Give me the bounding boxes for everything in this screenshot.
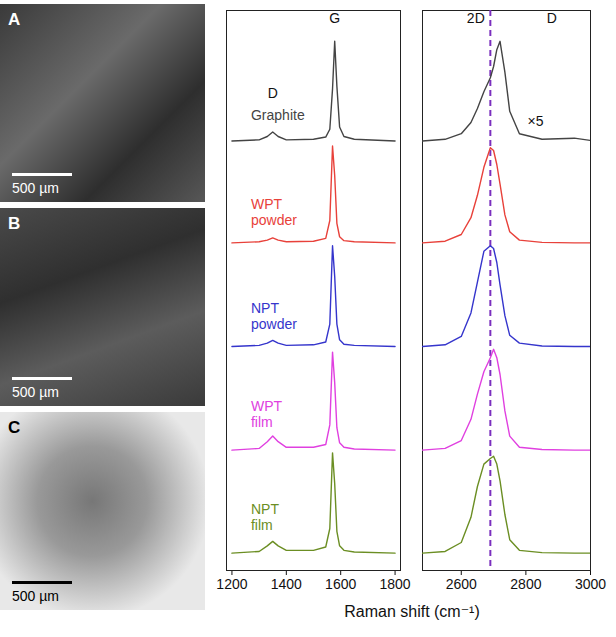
svg-text:1800: 1800 [379, 576, 410, 592]
svg-text:WPTpowder: WPTpowder [251, 196, 297, 228]
svg-text:2600: 2600 [446, 576, 477, 592]
html-text:Raman shift (cm⁻¹): Raman shift (cm⁻¹) [344, 603, 480, 620]
svg-text:2800: 2800 [510, 576, 541, 592]
html-text:A: A [8, 10, 21, 29]
html-text:500 µm: 500 µm [12, 588, 59, 604]
svg-text:1200: 1200 [216, 576, 247, 592]
svg-text:1600: 1600 [325, 576, 356, 592]
svg-text:NPTpowder: NPTpowder [251, 300, 297, 332]
svg-text:×5: ×5 [528, 113, 544, 129]
svg-text:NPTfilm: NPTfilm [251, 501, 279, 533]
svg-text:D: D [268, 85, 278, 101]
svg-text:Graphite: Graphite [251, 107, 305, 123]
svg-text:1400: 1400 [271, 576, 302, 592]
html-text:C: C [8, 418, 21, 437]
html-text:B: B [8, 214, 21, 233]
html-text:500 µm: 500 µm [12, 180, 59, 196]
html-text:500 µm: 500 µm [12, 384, 59, 400]
svg-text:D: D [547, 10, 557, 26]
svg-text:G: G [329, 10, 340, 26]
svg-text:3000: 3000 [575, 576, 606, 592]
svg-text:WPTfilm: WPTfilm [251, 398, 283, 430]
svg-text:2D: 2D [467, 10, 485, 26]
